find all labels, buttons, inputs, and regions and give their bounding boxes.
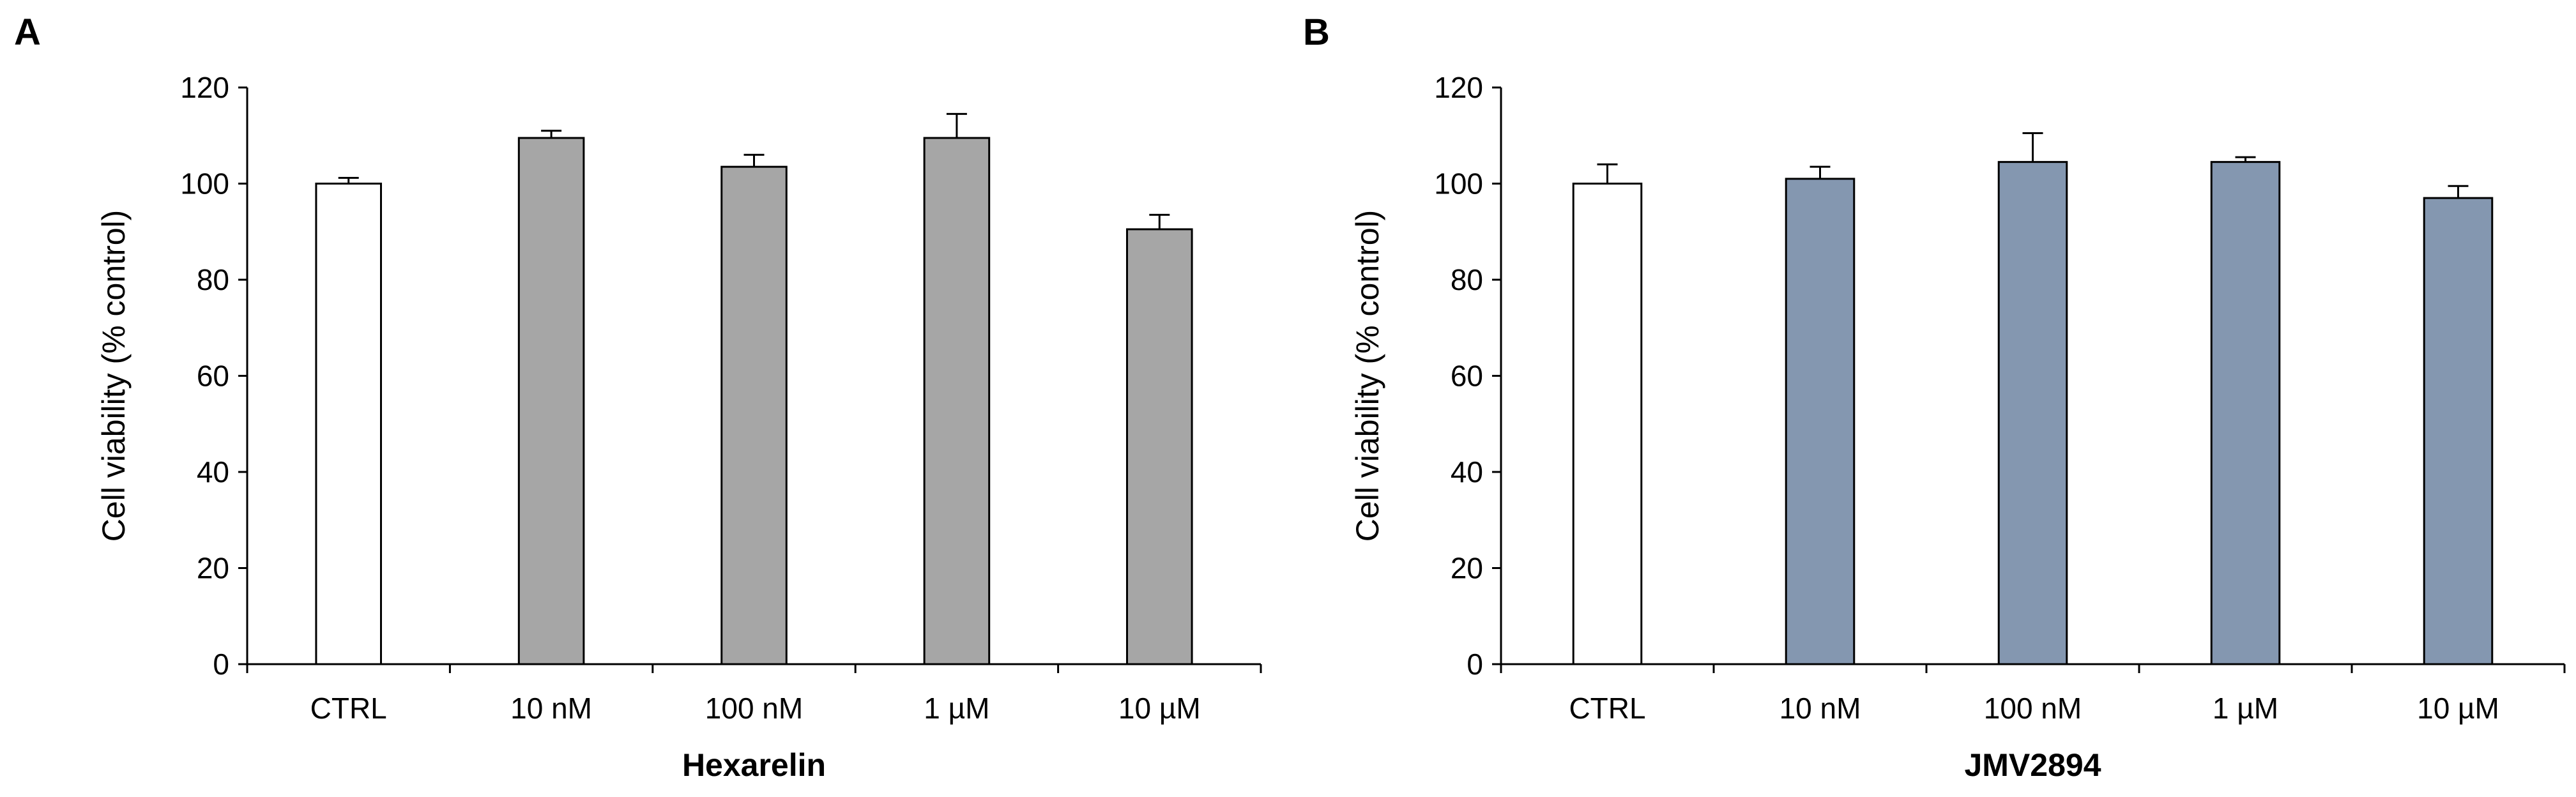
x-tick-label: 10 nM <box>1780 692 1861 725</box>
x-tick-label: 10 µM <box>1118 692 1201 725</box>
x-axis-title: JMV2894 <box>1964 747 2101 783</box>
y-tick-label: 100 <box>180 167 229 201</box>
panel-letter: B <box>1303 11 1330 53</box>
y-tick-label: 0 <box>1467 648 1483 681</box>
chart-panel-b: B 0 20 40 60 80 100 120 CTRL 10 nM 100 nM 1 µM 10 µM… <box>1303 11 2566 783</box>
x-tick-label: 1 µM <box>2213 692 2278 725</box>
y-tick-label: 120 <box>180 71 229 104</box>
bar-10-nm <box>517 137 585 665</box>
y-tick-label: 80 <box>197 263 229 296</box>
y-axis-title: Cell viability (% control) <box>96 210 132 542</box>
y-tick-label: 40 <box>1451 455 1483 489</box>
bar-10-um <box>1126 228 1193 665</box>
bar-100-nm <box>1997 161 2068 665</box>
x-tick-label: 100 nM <box>1984 692 2082 725</box>
y-tick-label: 60 <box>1451 360 1483 393</box>
x-tick-label: 100 nM <box>705 692 803 725</box>
x-tick-label: 1 µM <box>924 692 989 725</box>
y-tick-label: 80 <box>1451 263 1483 296</box>
y-tick-label: 0 <box>213 648 229 681</box>
y-tick-label: 20 <box>197 552 229 585</box>
bar-ctrl <box>315 183 382 665</box>
y-tick-label: 20 <box>1451 552 1483 585</box>
y-tick-label: 40 <box>197 455 229 489</box>
x-axis-title: Hexarelin <box>682 747 826 783</box>
bar-1-um <box>923 137 991 665</box>
x-tick-label: CTRL <box>310 692 387 725</box>
bar-100-nm <box>720 165 788 665</box>
bar-ctrl <box>1572 183 1643 665</box>
bar-1-um <box>2210 161 2281 665</box>
y-tick-label: 100 <box>1434 167 1483 201</box>
chart-panel-a: A 0 20 40 60 80 100 120 CTRL 10 nM 100 nM 1 µM 10 µM… <box>14 11 1262 783</box>
x-tick-label: 10 nM <box>510 692 592 725</box>
bar-10-um <box>2423 197 2494 665</box>
bar-10-nm <box>1785 178 1856 665</box>
y-axis-title: Cell viability (% control) <box>1350 210 1385 542</box>
x-tick-label: 10 µM <box>2417 692 2499 725</box>
y-tick-label: 60 <box>197 360 229 393</box>
y-tick-label: 120 <box>1434 71 1483 104</box>
panel-letter: A <box>14 11 41 53</box>
x-tick-label: CTRL <box>1569 692 1645 725</box>
